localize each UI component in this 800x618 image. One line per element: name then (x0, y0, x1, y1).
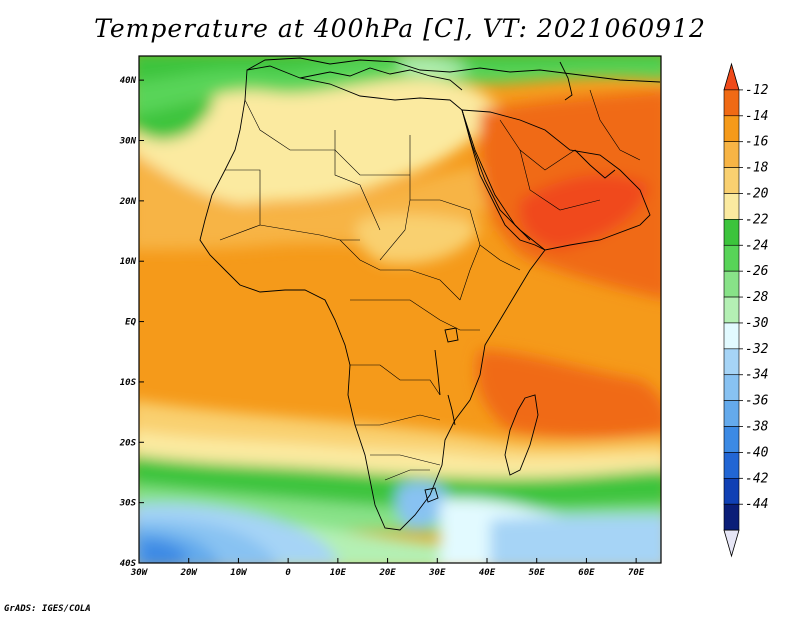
colorbar-label: -24 (745, 238, 768, 253)
lon-tick-label: 10E (330, 568, 347, 578)
lon-tick-label: 50E (529, 568, 546, 578)
colorbar-box (723, 270, 740, 298)
colorbar-box (723, 244, 740, 272)
colorbar-box (723, 115, 740, 142)
colorbar-label: -32 (745, 342, 769, 357)
lake-malawi (447, 394, 456, 426)
colorbar-label: -20 (745, 186, 769, 201)
colorbar-box (723, 348, 740, 376)
lon-tick-label: 30E (428, 568, 446, 578)
colorbar-label: -36 (745, 394, 769, 409)
lat-tick-label: 40N (120, 76, 137, 86)
lat-tick-label: 10N (120, 257, 137, 267)
colorbar-box (723, 296, 740, 324)
lon-tick-label: 60E (578, 568, 595, 578)
colorbar: -12 -14 -16 -18 -20 -22 -24 -26 -28 -30 -32 -34 -36 -… (723, 62, 769, 558)
lon-tick-label: 40E (479, 568, 496, 578)
colorbar-label: -40 (745, 445, 769, 460)
colorbar-box (723, 452, 740, 479)
colorbar-box (723, 322, 740, 350)
lon-tick-label: 30W (130, 568, 149, 578)
arabia-coastline (461, 109, 651, 251)
lat-tick-label: 20S (119, 438, 137, 448)
madagascar-coastline (504, 394, 539, 476)
colorbar-label: -14 (745, 109, 768, 124)
lat-tick-label: 40S (120, 559, 137, 569)
colorbar-arrow-bottom (723, 529, 740, 558)
mediterranean-north (299, 67, 463, 91)
lon-tick-label: 0 (285, 568, 291, 578)
colorbar-label: -38 (745, 420, 769, 435)
caspian (559, 61, 573, 101)
colorbar-box (723, 400, 740, 427)
persian-gulf (574, 149, 616, 179)
longitude-axis: 30W 20W 10W 0 10E 20E 30E 40E 50E 60E 70E (130, 558, 645, 578)
grads-credit: GrADS: IGES/COLA (4, 604, 91, 614)
colorbar-box (723, 219, 740, 246)
lake-south (424, 487, 439, 503)
colorbar-label: -18 (745, 161, 769, 176)
colorbar-label: -30 (745, 316, 769, 331)
lon-tick-label: 10W (230, 568, 248, 578)
colorbar-label: -26 (745, 264, 769, 279)
colorbar-label: -28 (745, 290, 769, 305)
colorbar-arrow-top (723, 62, 740, 91)
europe-coast (246, 57, 661, 83)
lat-tick-label: 20N (119, 197, 137, 207)
colorbar-box (723, 374, 740, 401)
map-frame (138, 55, 662, 564)
colorbar-box (723, 167, 740, 194)
lat-tick-label: 30N (119, 137, 137, 147)
map-title: Temperature at 400hPa [C], VT: 202106091… (94, 14, 706, 43)
colorbar-box (723, 141, 740, 168)
colorbar-label: -34 (745, 368, 768, 383)
red-sea (461, 109, 531, 241)
coastlines (199, 57, 661, 531)
country-borders (219, 89, 641, 481)
lon-tick-label: 20W (180, 568, 199, 578)
lon-tick-label: 70E (628, 568, 645, 578)
colorbar-label: -16 (745, 135, 769, 150)
lat-tick-label: 30S (119, 499, 137, 509)
colorbar-box (723, 426, 740, 453)
colorbar-label: -44 (745, 497, 768, 512)
temperature-field (139, 56, 661, 563)
lon-tick-label: 20E (378, 568, 396, 578)
colorbar-label: -42 (745, 471, 769, 486)
lake-victoria (444, 327, 459, 343)
latitude-axis: 40N 30N 20N 10N EQ 10S 20S 30S 40S (119, 76, 144, 569)
lat-tick-label: EQ (125, 318, 136, 328)
lake-tanganyika (434, 349, 441, 396)
colorbar-box (723, 89, 740, 117)
colorbar-box (723, 503, 740, 531)
colorbar-box (723, 478, 740, 505)
colorbar-label: -22 (745, 212, 769, 227)
colorbar-label: -12 (745, 83, 769, 98)
colorbar-box (723, 193, 740, 220)
lat-tick-label: 10S (120, 378, 137, 388)
